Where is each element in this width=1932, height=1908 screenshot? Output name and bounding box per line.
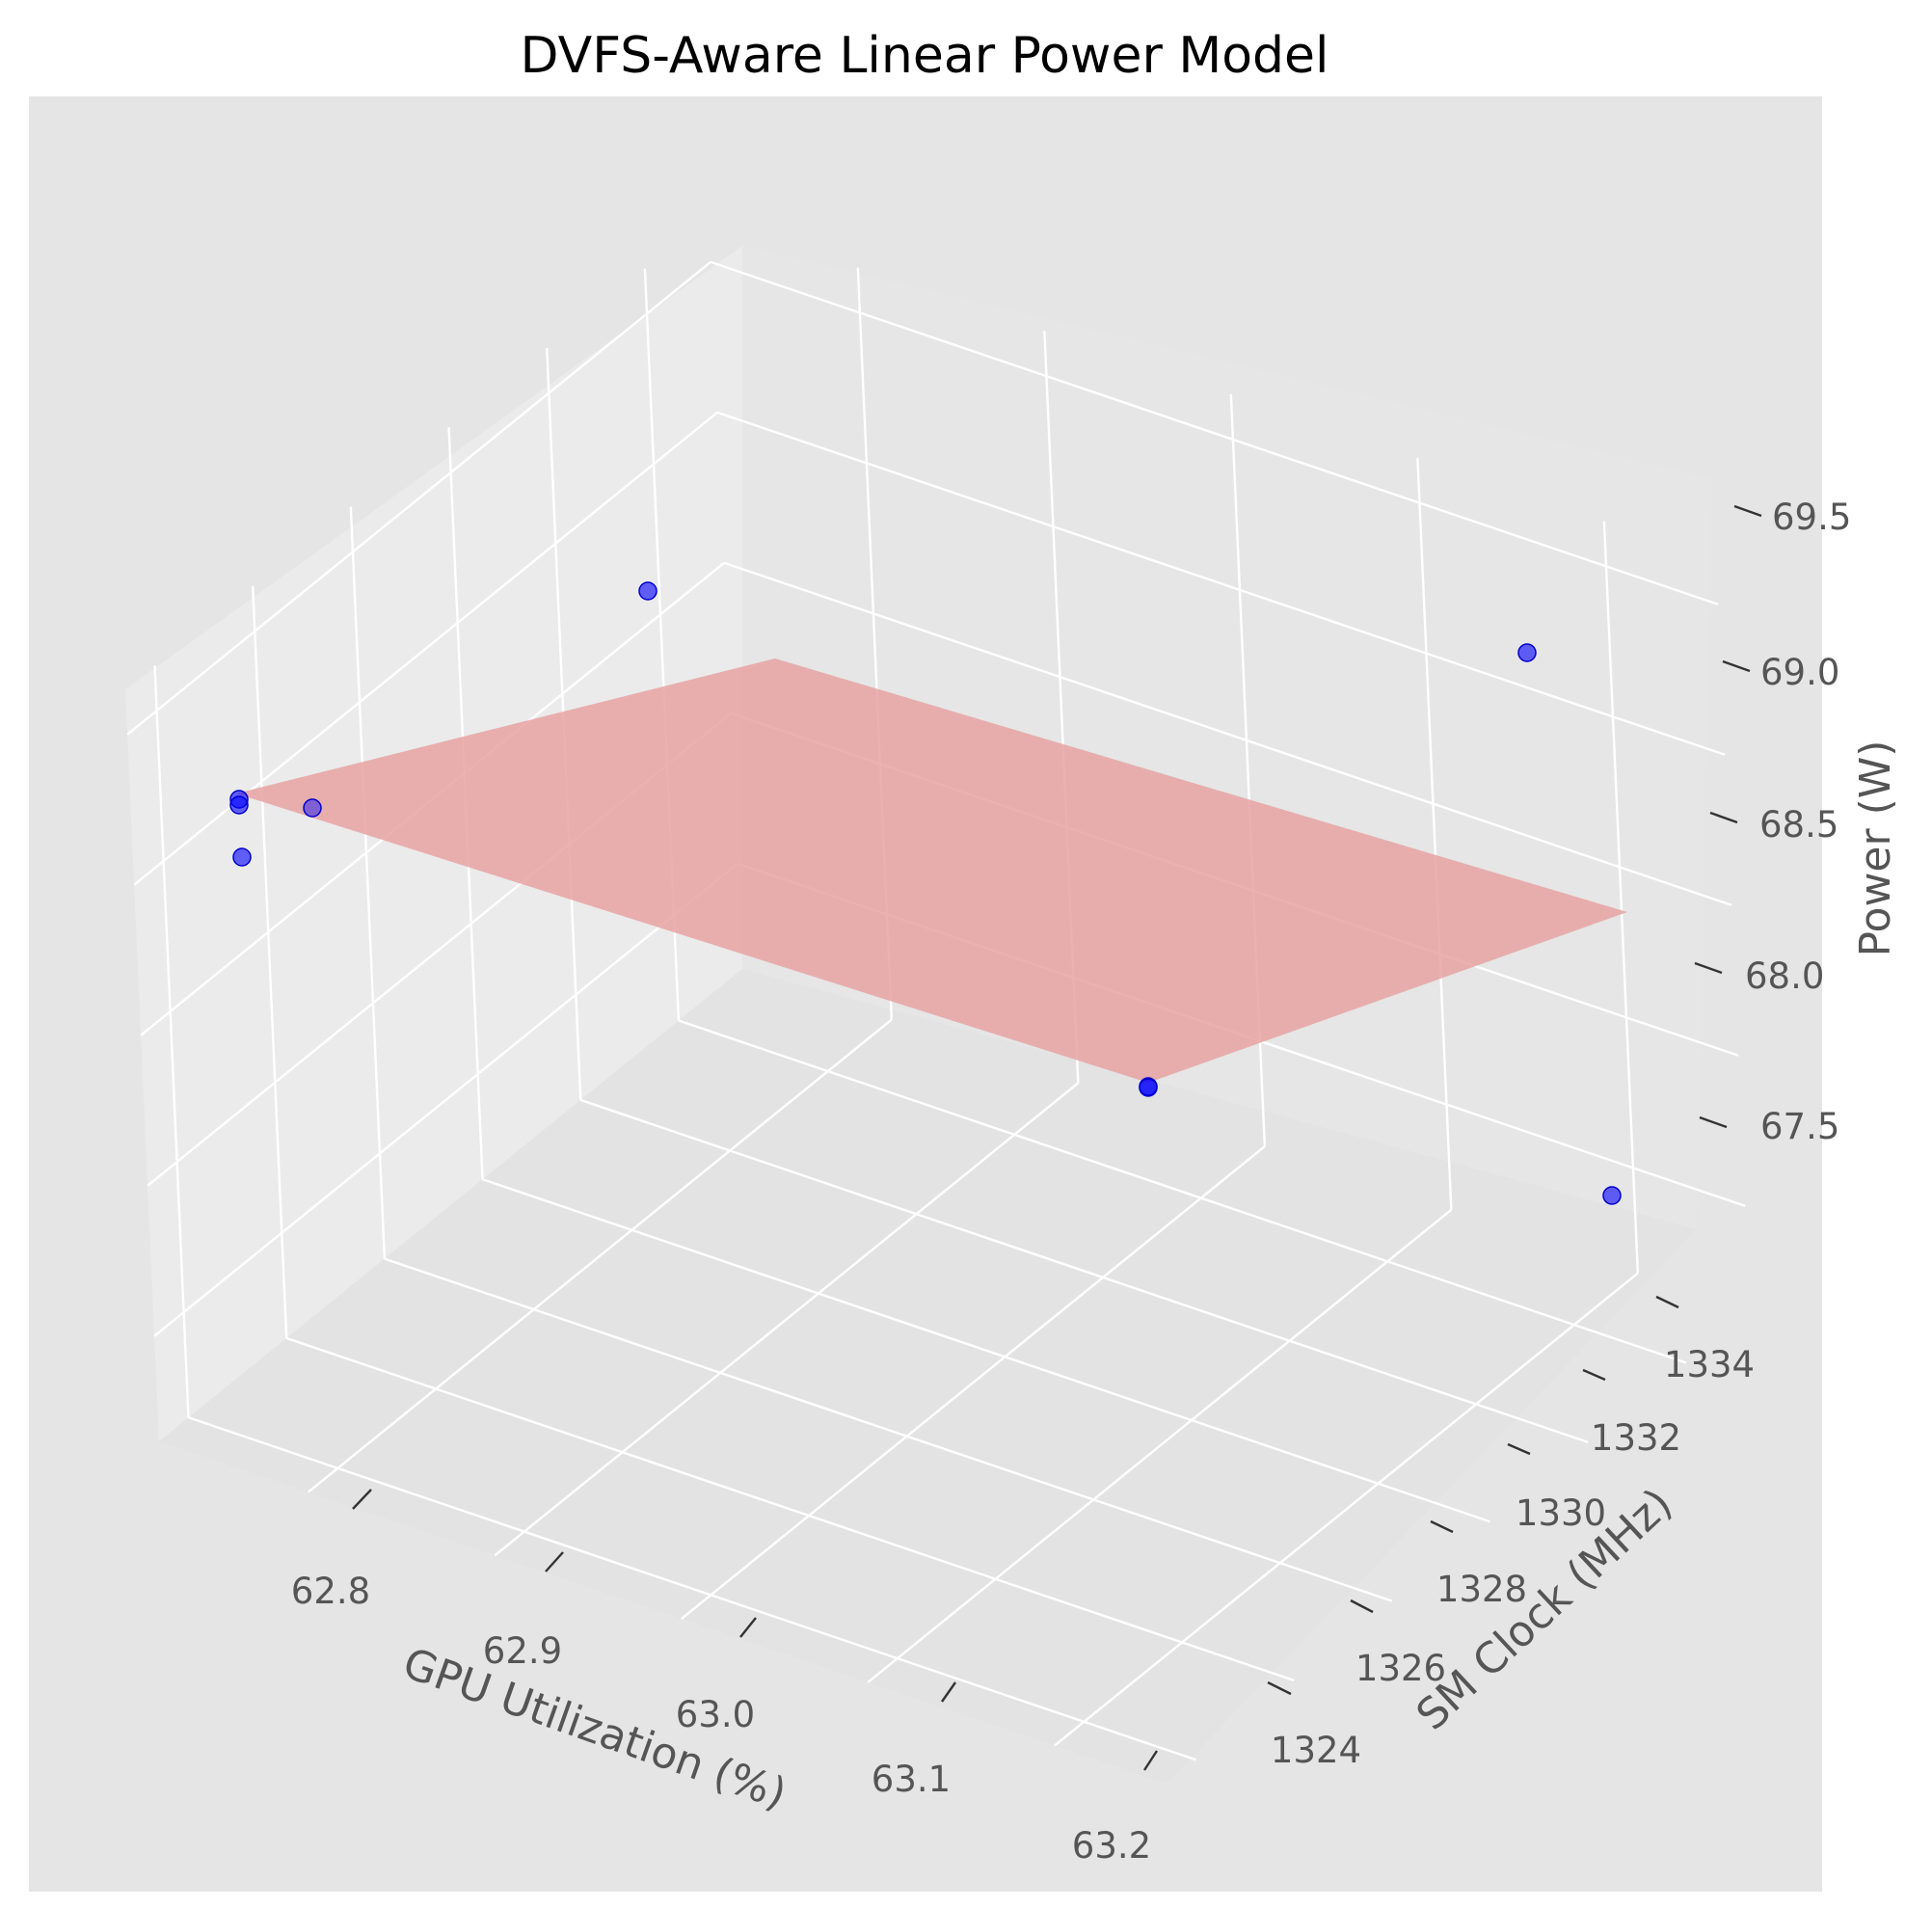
gridline-floor-y — [678, 1019, 1687, 1364]
pane-floor — [159, 969, 1697, 1784]
z-tick-mark — [1722, 659, 1751, 673]
gridline-left-y — [349, 506, 387, 1259]
fit-plane-surface — [236, 658, 1627, 1083]
z-tick-mark — [1709, 811, 1738, 824]
x-tick-label: 62.8 — [291, 1571, 370, 1612]
gridline-floor-y — [188, 1416, 1196, 1761]
gridline-floor-y — [285, 1336, 1295, 1682]
gridline-left-y — [153, 665, 190, 1418]
data-point — [229, 795, 249, 815]
y-tick-mark — [1267, 1680, 1292, 1696]
data-point — [232, 847, 252, 867]
x-tick-mark — [545, 1551, 564, 1572]
gridline-back-z — [716, 411, 1726, 756]
x-tick-mark — [739, 1617, 757, 1638]
y-tick-label: 1330 — [1516, 1492, 1606, 1534]
gridline-floor-x — [1054, 1272, 1639, 1747]
z-tick-label: 68.5 — [1759, 804, 1838, 846]
x-tick-mark — [352, 1489, 372, 1510]
data-point — [1139, 1078, 1158, 1097]
z-axis-label: Power (W) — [1851, 740, 1900, 957]
gridline-floor-y — [482, 1178, 1490, 1523]
x-tick-mark — [941, 1681, 956, 1703]
z-tick-label: 69.0 — [1760, 652, 1839, 693]
y-tick-mark — [1582, 1368, 1606, 1382]
z-tick-mark — [1699, 1115, 1728, 1129]
data-point — [303, 798, 322, 818]
y-tick-label: 1326 — [1355, 1648, 1446, 1689]
y-tick-mark — [1350, 1599, 1374, 1614]
z-tick-label: 68.0 — [1745, 955, 1824, 997]
y-tick-mark — [1507, 1442, 1531, 1456]
x-tick-mark — [1142, 1750, 1159, 1771]
y-tick-label: 1332 — [1591, 1417, 1681, 1459]
y-tick-label: 1324 — [1271, 1730, 1361, 1771]
x-tick-label: 62.9 — [483, 1630, 562, 1672]
data-point — [1602, 1186, 1622, 1205]
data-point — [638, 581, 657, 601]
gridline-left-z — [153, 862, 738, 1337]
gridline-back-z — [710, 260, 1719, 605]
x-tick-label: 63.2 — [1072, 1825, 1151, 1867]
tick-marks — [352, 504, 1762, 1771]
z-tick-mark — [1694, 961, 1723, 975]
x-tick-label: 63.1 — [872, 1759, 951, 1800]
gridline-left-z — [126, 260, 711, 736]
gridline-floor-x — [681, 1145, 1266, 1621]
chart-title: DVFS-Aware Linear Power Model — [521, 27, 1329, 85]
z-tick-mark — [1733, 504, 1762, 518]
gridline-back-x — [1602, 521, 1640, 1274]
y-tick-mark — [1430, 1519, 1454, 1534]
gridline-floor-x — [494, 1082, 1080, 1557]
z-tick-label: 69.5 — [1772, 497, 1851, 538]
y-tick-label: 1328 — [1436, 1569, 1527, 1610]
gridline-left-y — [251, 585, 288, 1338]
gridline-back-z — [723, 561, 1732, 906]
z-tick-label: 67.5 — [1760, 1106, 1839, 1147]
data-point — [1517, 643, 1537, 662]
y-tick-mark — [1655, 1295, 1679, 1309]
gridline-floor-y — [384, 1257, 1393, 1602]
gridline-floor-x — [867, 1208, 1453, 1683]
data-points — [229, 581, 1622, 1205]
gridline-back-x — [1416, 457, 1453, 1210]
gridline-floor-y — [579, 1098, 1589, 1444]
fit-plane — [236, 658, 1627, 1083]
x-tick-label: 63.0 — [676, 1694, 755, 1735]
gridline-floor-x — [308, 1018, 893, 1493]
y-tick-label: 1334 — [1664, 1344, 1755, 1385]
